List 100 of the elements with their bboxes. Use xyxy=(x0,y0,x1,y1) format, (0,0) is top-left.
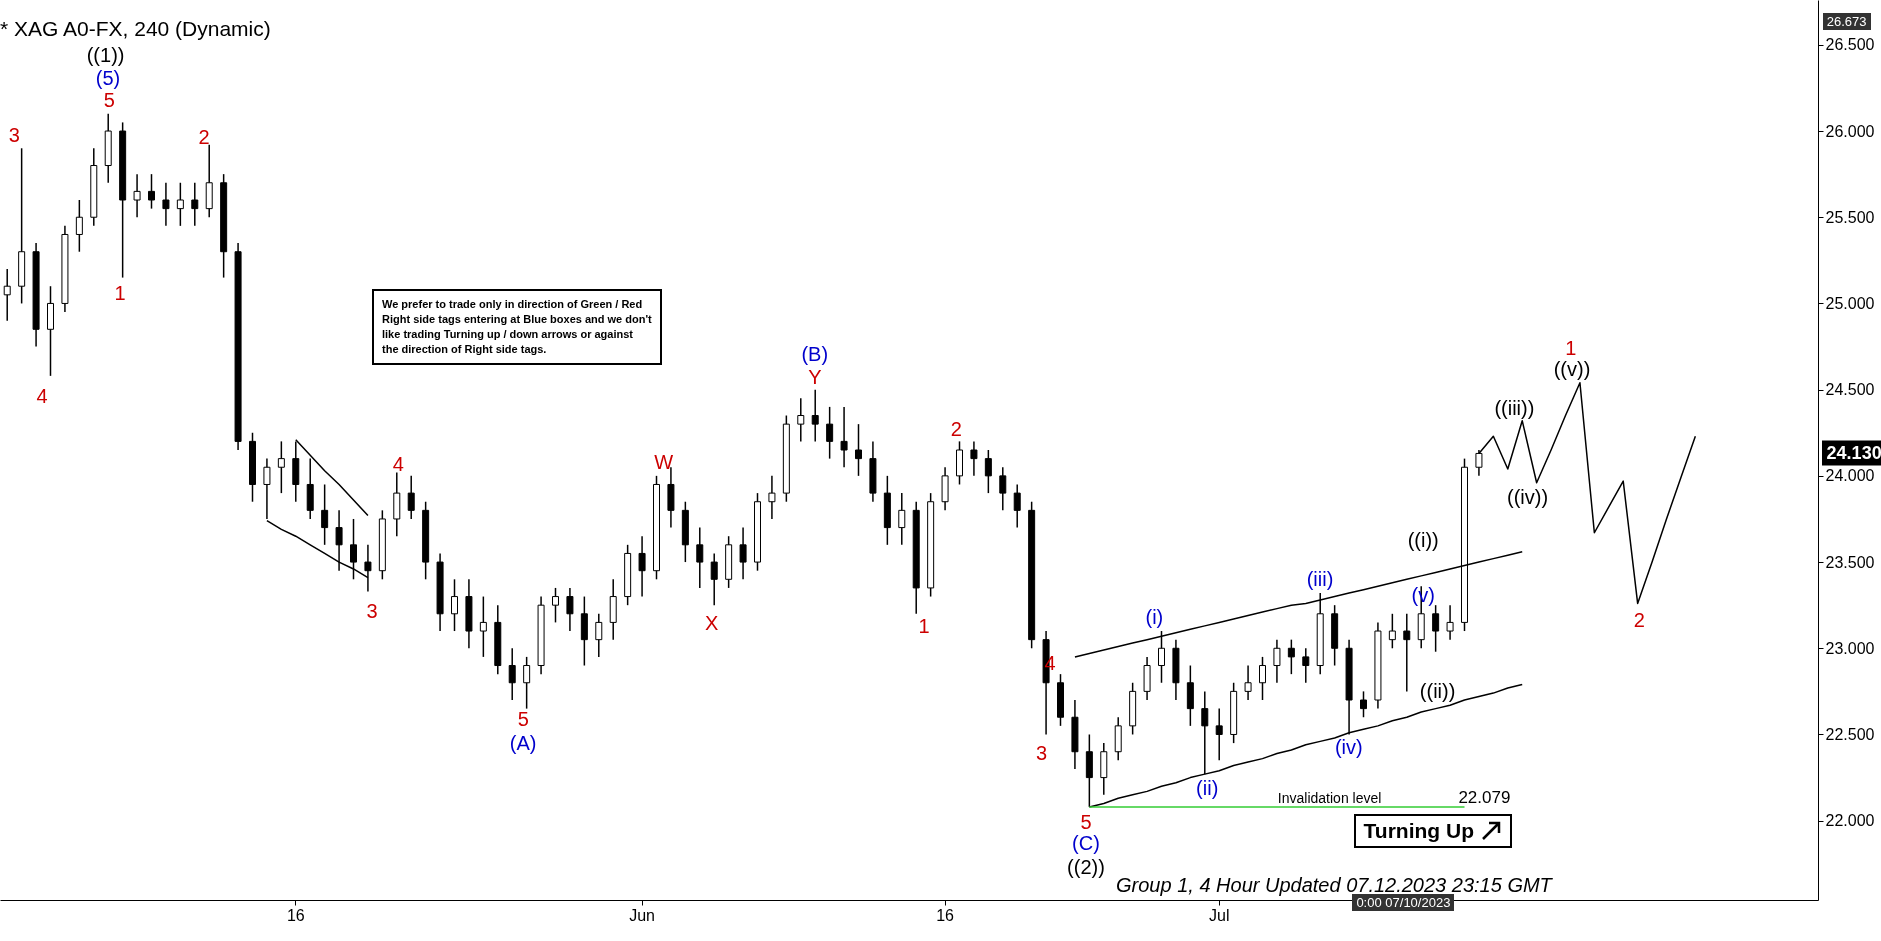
y-tick-label: 23.000 xyxy=(1825,639,1875,657)
annotation: (ii) xyxy=(1196,776,1219,799)
annotation: 3 xyxy=(1036,741,1048,764)
candlestick xyxy=(508,647,516,701)
annotation: 0:00 07/10/2023 xyxy=(1356,894,1451,910)
candlestick xyxy=(1244,664,1252,701)
candlestick xyxy=(133,173,141,218)
text-box: We prefer to trade only in direction of Green / Red Right side tags entering at Blue boxes and we don't like trading Turning up / down arrows or against the direction of Right side tags. xyxy=(372,289,662,365)
x-tick-label: Jun xyxy=(629,906,655,924)
annotation: Turning Up xyxy=(1363,819,1475,844)
annotation: Y xyxy=(808,365,822,388)
candlestick xyxy=(797,397,805,443)
candlestick xyxy=(999,466,1007,512)
candlestick xyxy=(595,613,603,658)
text: * XAG A0-FX, 240 (Dynamic) xyxy=(0,17,271,40)
y-tick-label: 24.000 xyxy=(1825,467,1875,485)
candlestick xyxy=(191,182,199,227)
label-box: Turning Up xyxy=(1353,814,1512,849)
candlestick xyxy=(479,595,487,658)
candlestick xyxy=(552,587,559,624)
candlestick xyxy=(840,406,848,468)
annotation: (B) xyxy=(801,342,829,365)
y-tick-label: 23.500 xyxy=(1825,553,1875,571)
annotation: (iv) xyxy=(1334,735,1363,758)
candlestick xyxy=(1302,647,1310,684)
annotation: 1 xyxy=(1565,336,1577,359)
candlestick xyxy=(523,656,531,710)
candlestick xyxy=(826,406,834,460)
annotation: ((2)) xyxy=(1067,855,1105,878)
y-tick-label: 26.500 xyxy=(1825,36,1875,54)
candlestick xyxy=(75,199,83,253)
candlestick xyxy=(1287,638,1295,675)
candlestick xyxy=(566,587,574,632)
candlestick xyxy=(176,182,184,227)
annotation: (A) xyxy=(509,731,537,754)
y-tick-label: 26.000 xyxy=(1825,122,1875,140)
annotation: 2 xyxy=(198,125,210,148)
candlestick xyxy=(1215,707,1223,762)
annotation: ((i)) xyxy=(1407,528,1439,551)
candlestick xyxy=(898,492,906,546)
y-tick-label: 22.000 xyxy=(1825,812,1875,830)
candlestick xyxy=(451,578,458,632)
candlestick xyxy=(1273,638,1281,684)
candlestick xyxy=(970,440,978,477)
candlestick xyxy=(1201,690,1209,775)
text: 24.130 xyxy=(1826,442,1881,463)
candlestick xyxy=(1013,483,1021,529)
x-tick-label: Jul xyxy=(1208,906,1230,924)
candlestick xyxy=(277,440,285,494)
annotation: 4 xyxy=(36,384,48,407)
candlestick xyxy=(3,268,11,322)
candlestick xyxy=(855,423,862,477)
annotation: 3 xyxy=(366,599,378,622)
annotation: ((iii)) xyxy=(1494,396,1535,419)
y-tick-label: 25.500 xyxy=(1825,208,1875,226)
annotation: 2 xyxy=(1633,608,1645,631)
annotation: (i) xyxy=(1145,605,1164,628)
annotation: 3 xyxy=(8,123,20,146)
candlestick xyxy=(984,449,992,494)
y-tick-label: 24.500 xyxy=(1825,381,1875,399)
annotation: 2 xyxy=(950,417,962,440)
candlestick xyxy=(811,388,819,443)
annotation: 5 xyxy=(103,88,115,111)
candlestick xyxy=(1388,613,1396,650)
annotation: 4 xyxy=(392,452,404,475)
text: 26.673 xyxy=(1826,13,1867,29)
y-tick-label: 22.500 xyxy=(1825,725,1875,743)
candlestick xyxy=(162,182,170,227)
candlestick xyxy=(148,173,155,210)
candlestick xyxy=(1403,613,1411,693)
y-tick-label: 25.000 xyxy=(1825,294,1875,312)
annotation: (iii) xyxy=(1306,567,1334,590)
candlestick xyxy=(638,535,646,598)
annotation: X xyxy=(704,611,719,634)
candlestick xyxy=(321,483,329,546)
candlestick xyxy=(1360,690,1367,718)
annotation: 22.079 xyxy=(1458,787,1511,807)
annotation: W xyxy=(654,450,674,473)
candlestick xyxy=(1446,604,1454,641)
annotation: 1 xyxy=(918,614,930,636)
annotation: Invalidation level xyxy=(1277,789,1382,806)
annotation: ((v)) xyxy=(1553,357,1591,380)
annotation: (5) xyxy=(95,66,121,89)
annotation: ((iv)) xyxy=(1507,485,1549,508)
annotation: 5 xyxy=(1080,810,1092,833)
candlestick xyxy=(768,475,776,520)
candlestick xyxy=(1432,604,1440,653)
annotation: (C) xyxy=(1072,831,1100,854)
annotation: Group 1, 4 Hour Updated 07.12.2023 23:15 GMT xyxy=(1116,873,1552,896)
x-tick-label: 16 xyxy=(286,906,305,924)
candlestick xyxy=(739,526,747,581)
annotation: We prefer to trade only in direction of Green / Red Right side tags entering at Blue boxes and we don't like trading Turning up / down arrows or against the direction of Right side tags. xyxy=(382,298,652,355)
candlestick xyxy=(710,552,718,606)
x-tick-label: 16 xyxy=(936,906,955,924)
annotation: ((1)) xyxy=(86,43,125,66)
candlestick xyxy=(696,526,704,589)
annotation: 1 xyxy=(114,281,126,304)
candlestick xyxy=(407,475,415,520)
annotation: ((ii)) xyxy=(1419,679,1456,702)
annotation: 5 xyxy=(517,707,529,730)
